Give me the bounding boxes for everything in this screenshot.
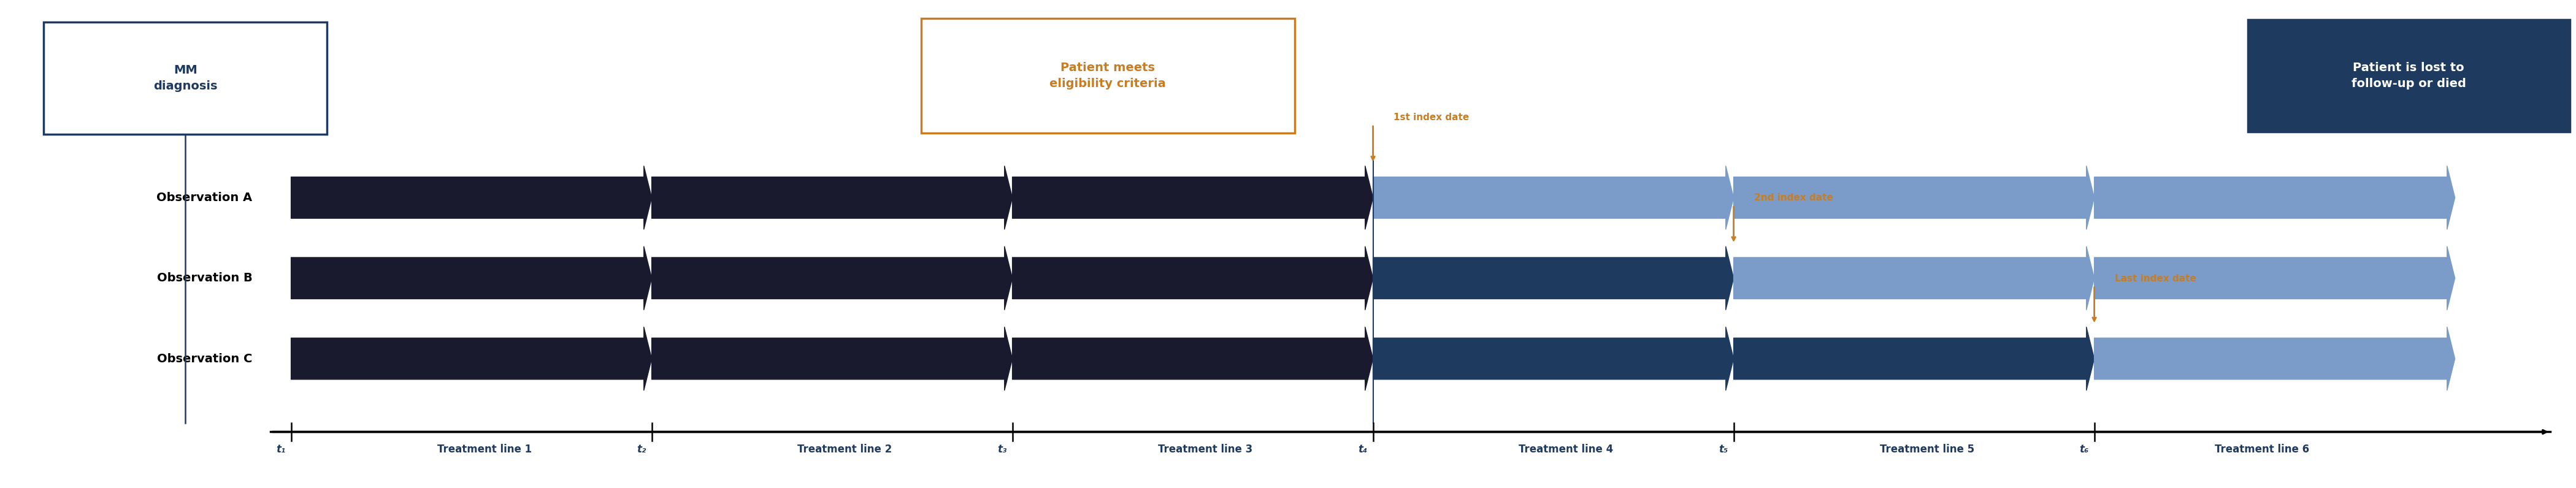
Text: t₂: t₂ [636, 444, 647, 455]
Text: t₁: t₁ [276, 444, 286, 455]
Text: Observation C: Observation C [157, 353, 252, 365]
Text: t₅: t₅ [1718, 444, 1728, 455]
Text: Treatment line 3: Treatment line 3 [1159, 444, 1252, 455]
Text: t₃: t₃ [997, 444, 1007, 455]
Text: Observation A: Observation A [157, 192, 252, 203]
Text: t₆: t₆ [2079, 444, 2089, 455]
Text: t₄: t₄ [1358, 444, 1368, 455]
Text: Last index date: Last index date [2115, 274, 2197, 283]
Text: Treatment line 2: Treatment line 2 [799, 444, 891, 455]
Text: Patient is lost to
follow-up or died: Patient is lost to follow-up or died [2352, 61, 2465, 90]
Text: MM
diagnosis: MM diagnosis [155, 64, 216, 92]
FancyBboxPatch shape [2246, 20, 2571, 132]
Text: 2nd index date: 2nd index date [1754, 193, 1834, 203]
FancyBboxPatch shape [44, 22, 327, 134]
Text: Treatment line 6: Treatment line 6 [2215, 444, 2308, 455]
Text: Treatment line 5: Treatment line 5 [1880, 444, 1973, 455]
Text: Treatment line 1: Treatment line 1 [438, 444, 531, 455]
FancyBboxPatch shape [922, 18, 1293, 133]
Text: Observation B: Observation B [157, 272, 252, 284]
Text: Patient meets
eligibility criteria: Patient meets eligibility criteria [1048, 61, 1167, 90]
Text: Treatment line 4: Treatment line 4 [1520, 444, 1613, 455]
Text: 1st index date: 1st index date [1394, 113, 1468, 122]
